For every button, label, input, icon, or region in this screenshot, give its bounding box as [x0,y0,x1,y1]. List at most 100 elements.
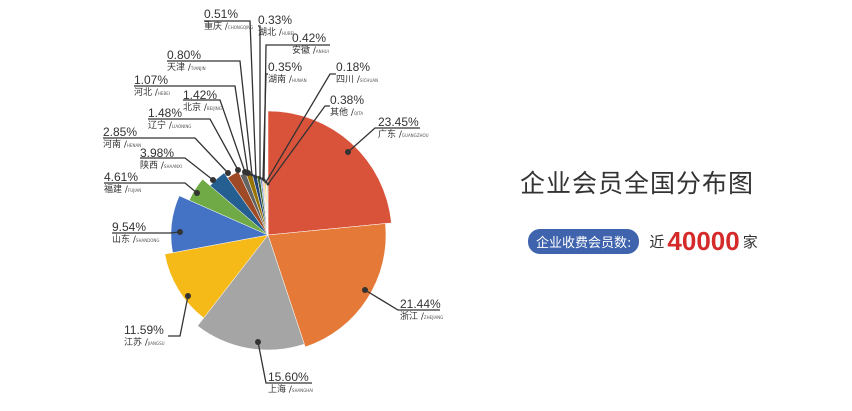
slice-label: 1.42% 北京 /BEIJING [183,89,222,113]
slice-percent: 0.35% [268,60,303,74]
slice-name-pinyin: FUJIAN [127,188,142,193]
leader-line [167,60,253,176]
leader-line [183,99,246,173]
leader-line [134,85,249,174]
slice-name-pinyin: ZHEJIANG [423,315,444,320]
slice-name-cn: 广东 [378,130,397,140]
slice-label: 0.35% 湖南 /HUNAN [268,61,307,85]
slice-name-pinyin: CHONGQING [227,25,254,30]
slice-percent: 3.98% [140,146,175,160]
slice-name-pinyin: HENAN [126,143,142,148]
slice-label: 23.45% 广东 /GUANGZHOU [378,116,429,140]
member-count-value: 40000 [667,226,740,256]
slice-name-cn: 湖南 [268,75,287,85]
slice-name-cn: 其他 [330,108,349,118]
slice-name-pinyin: BEIJING [206,106,222,111]
leader-dot [194,190,200,196]
slice-percent: 4.61% [104,170,139,184]
slice-name-cn: 山东 [112,235,131,245]
slice-percent: 0.33% [258,13,293,27]
slice-label: 0.80% 天津 /TIANJIN [167,49,206,73]
pie-slice-fujian [189,178,269,236]
leader-dot [254,175,258,179]
slice-name: 辽宁 /LIAONING [148,121,192,131]
member-count-prefix: 近 [649,233,665,251]
slice-name-cn: 湖北 [258,28,277,38]
slice-name-cn: 天津 [167,63,186,73]
slice-percent: 23.45% [378,115,419,129]
slice-percent: 0.51% [204,7,239,21]
slice-name: 福建 /FUJIAN [104,185,142,195]
leader-line [258,25,261,178]
slice-percent: 0.42% [292,31,327,45]
leader-line [103,137,229,174]
pie-slice-shanghai [197,234,305,351]
leader-line [347,127,420,153]
leader-line [148,118,239,171]
slice-label: 15.60% 上海 /SHANGHAI [268,371,313,395]
slice-name-pinyin: LIAONING [171,124,192,129]
leader-dot [264,180,268,184]
leader-dot [258,176,262,180]
slice-percent: 1.42% [183,88,218,102]
slice-name-pinyin: JIANGSU [147,341,165,346]
slice-percent: 1.48% [148,106,183,120]
slice-percent: 1.07% [134,73,169,87]
slice-label: 4.61% 福建 /FUJIAN [104,171,141,195]
leader-line [168,295,189,337]
pie-slice-shandong [170,195,269,253]
slice-name-cn: 河北 [134,88,153,98]
slice-label: 0.51% 重庆 /CHONGQING [204,8,253,32]
leader-dot [210,177,216,183]
slice-label: 0.18% 四川 /SICHUAN [336,61,378,85]
slice-label: 9.54% 山东 /SHANDONG [112,221,160,245]
slice-name-pinyin: ANHUI [315,49,329,54]
slice-name: 重庆 /CHONGQING [204,22,254,32]
pie-slice-zhejiang [267,223,387,348]
leader-line [104,182,198,194]
slice-label: 0.33% 湖北 /HUBEI [258,14,294,38]
slice-name-cn: 福建 [104,185,123,195]
slice-name: 湖北 /HUBEI [258,28,295,38]
chart-title: 企业会员全国分布图 [520,169,755,198]
slice-name-pinyin: SHANGHAI [291,388,314,393]
leader-dot [255,339,261,345]
slice-percent: 15.60% [268,370,309,384]
slice-name-pinyin: GUANGZHOU [401,133,429,138]
slice-name-pinyin: SICHUAN [359,78,379,83]
slice-name-cn: 重庆 [204,22,223,32]
slice-name: 河北 /HEBEI [134,88,170,98]
leader-dot [225,170,231,176]
slice-percent: 21.44% [400,297,441,311]
slice-percent: 0.18% [336,60,371,74]
slice-label: 11.59% 江苏 /JIANGSU [124,324,165,348]
slice-name-cn: 安徽 [292,46,311,56]
leader-line [364,289,440,311]
slice-name: 湖南 /HUNAN [268,75,307,85]
leader-dot [345,149,351,155]
leader-dot [362,287,368,293]
slice-label: 1.48% 辽宁 /LIAONING [148,107,191,131]
leader-line [257,341,312,384]
slice-name-cn: 辽宁 [148,121,167,131]
slice-name: 江苏 /JIANGSU [124,338,165,348]
slice-name: 河南 /HENAN [103,140,142,150]
leader-line [263,44,330,181]
slice-name-cn: 上海 [268,385,287,395]
slice-name: 安徽 /ANHUI [292,46,329,56]
slice-percent: 0.38% [330,93,365,107]
leader-dot [235,167,241,173]
leader-dot [266,182,270,186]
leader-line [265,73,336,183]
slice-name-pinyin: HUBEI [281,31,295,36]
slice-name-cn: 四川 [336,75,355,85]
leader-line [204,20,257,178]
leader-line [140,157,214,181]
slice-name: 上海 /SHANGHAI [268,385,314,395]
slice-label: 21.44% 浙江 /ZHEJIANG [400,298,443,322]
slice-name-pinyin: TIANJIN [190,66,206,71]
leader-dot [177,229,183,235]
slice-name: 广东 /GUANGZHOU [378,130,429,140]
